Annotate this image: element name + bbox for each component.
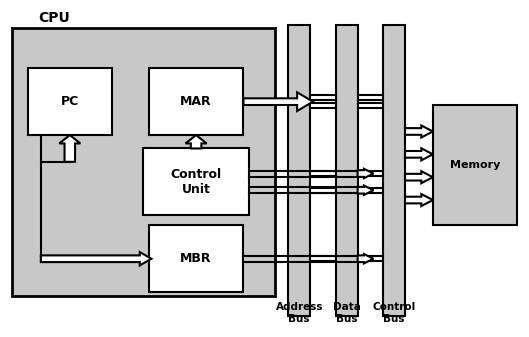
Bar bbox=[383, 25, 405, 315]
Text: MAR: MAR bbox=[180, 95, 212, 108]
Text: PC: PC bbox=[61, 95, 79, 108]
Polygon shape bbox=[41, 252, 151, 266]
Polygon shape bbox=[405, 125, 433, 137]
Polygon shape bbox=[243, 92, 313, 111]
Text: MBR: MBR bbox=[180, 252, 212, 265]
Text: Address
Bus: Address Bus bbox=[276, 302, 323, 324]
Bar bbox=[143, 148, 249, 215]
Bar bbox=[149, 68, 243, 135]
Bar bbox=[433, 105, 517, 225]
Polygon shape bbox=[59, 135, 80, 162]
Text: Memory: Memory bbox=[450, 160, 500, 170]
Bar bbox=[149, 225, 243, 292]
Bar bbox=[335, 25, 358, 315]
Text: Control
Unit: Control Unit bbox=[170, 168, 222, 196]
Polygon shape bbox=[405, 148, 433, 160]
Polygon shape bbox=[358, 169, 373, 178]
Bar bbox=[12, 28, 275, 296]
Bar bbox=[288, 25, 311, 315]
Bar bbox=[28, 68, 112, 135]
Text: Control
Bus: Control Bus bbox=[372, 302, 416, 324]
Polygon shape bbox=[405, 171, 433, 183]
Text: Data
Bus: Data Bus bbox=[333, 302, 361, 324]
Polygon shape bbox=[358, 254, 373, 264]
Polygon shape bbox=[186, 135, 207, 148]
Polygon shape bbox=[405, 194, 433, 206]
Text: CPU: CPU bbox=[38, 11, 70, 25]
Polygon shape bbox=[358, 186, 373, 195]
